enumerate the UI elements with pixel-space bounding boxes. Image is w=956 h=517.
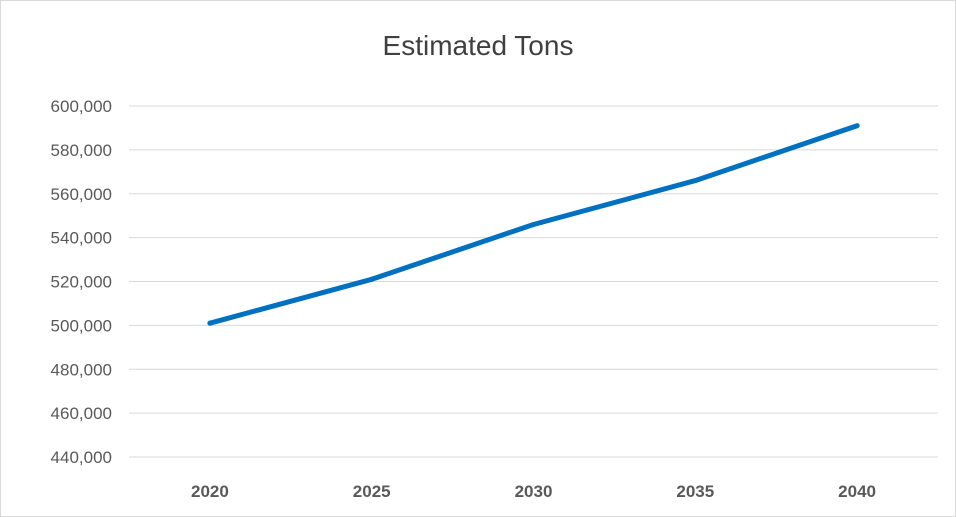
x-tick-label: 2030 [515, 482, 553, 501]
y-tick-label: 500,000 [51, 316, 112, 335]
data-point [369, 276, 375, 282]
y-tick-label: 580,000 [51, 141, 112, 160]
data-point [531, 221, 536, 227]
y-tick-label: 460,000 [51, 404, 112, 423]
y-tick-label: 520,000 [51, 273, 112, 292]
gridlines [129, 105, 938, 458]
series-layer [207, 123, 860, 326]
y-tick-label: 480,000 [51, 360, 112, 379]
x-tick-label: 2035 [676, 482, 714, 501]
y-tick-label: 560,000 [51, 185, 112, 204]
x-axis-ticks: 2020 2025 2030 2035 2040 [191, 482, 876, 501]
x-tick-label: 2025 [353, 482, 391, 501]
x-tick-label: 2040 [838, 482, 876, 501]
data-point [692, 178, 698, 184]
y-tick-label: 600,000 [51, 97, 112, 116]
chart-title: Estimated Tons [382, 30, 574, 61]
x-tick-label: 2020 [191, 482, 229, 501]
y-axis-ticks: 440,000 460,000 480,000 500,000 520,000 540,0… [51, 97, 112, 467]
y-tick-label: 540,000 [51, 229, 112, 248]
y-tick-label: 440,000 [51, 448, 112, 467]
data-point [854, 123, 860, 129]
data-point [207, 320, 213, 326]
